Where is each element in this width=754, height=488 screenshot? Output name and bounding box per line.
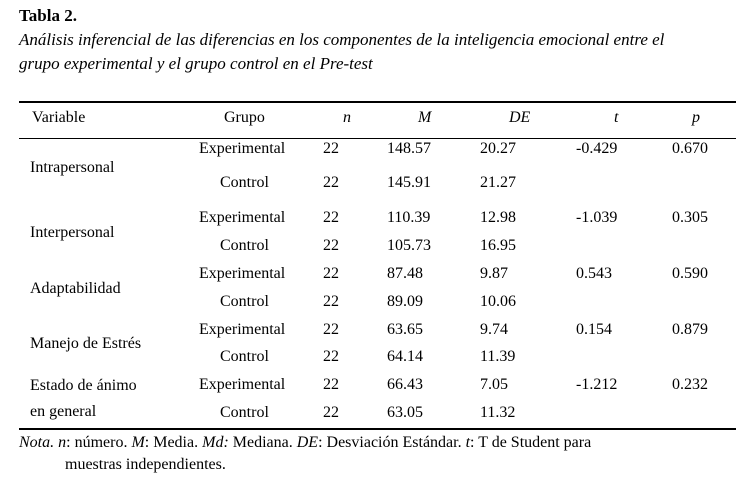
- table-caption-line-2: grupo experimental y el grupo control en…: [19, 54, 373, 73]
- variable-label: Interpersonal: [30, 224, 115, 241]
- header-m: M: [418, 109, 432, 126]
- t-value: -1.039: [576, 209, 618, 226]
- header-p: p: [692, 109, 700, 126]
- group-label: Control: [220, 348, 269, 365]
- note-t-symbol: t: [465, 434, 471, 451]
- n-value: 22: [323, 348, 339, 365]
- mean-value: 66.43: [387, 376, 423, 393]
- group-label: Control: [220, 293, 269, 310]
- note-m-text: : Media.: [144, 434, 199, 451]
- sd-value: 11.32: [480, 404, 516, 421]
- sd-value: 16.95: [480, 237, 516, 254]
- sd-value: 20.27: [480, 140, 516, 157]
- t-value: -0.429: [576, 140, 618, 157]
- n-value: 22: [323, 174, 339, 191]
- group-label: Control: [220, 174, 269, 191]
- p-value: 0.305: [672, 209, 708, 226]
- table-note-line-2: muestras independientes.: [65, 456, 226, 473]
- note-md-symbol: Md:: [202, 434, 229, 451]
- header-grupo: Grupo: [224, 109, 265, 126]
- variable-label: Estado de ánimo: [30, 377, 137, 394]
- n-value: 22: [323, 209, 339, 226]
- group-label: Control: [220, 404, 269, 421]
- note-md-text: Mediana.: [228, 434, 293, 451]
- mean-value: 110.39: [387, 209, 431, 226]
- table-top-rule: [19, 101, 736, 103]
- group-label: Experimental: [199, 321, 286, 338]
- header-n: n: [343, 109, 351, 126]
- mean-value: 63.65: [387, 321, 423, 338]
- p-value: 0.590: [672, 265, 708, 282]
- mean-value: 89.09: [387, 293, 423, 310]
- mean-value: 145.91: [387, 174, 431, 191]
- p-value: 0.232: [672, 376, 708, 393]
- n-value: 22: [323, 237, 339, 254]
- note-de-symbol: DE: [296, 434, 319, 451]
- group-label: Experimental: [199, 209, 286, 226]
- sd-value: 21.27: [480, 174, 516, 191]
- note-m-symbol: M: [131, 434, 145, 451]
- mean-value: 63.05: [387, 404, 423, 421]
- sd-value: 9.87: [480, 265, 508, 282]
- sd-value: 12.98: [480, 209, 516, 226]
- t-value: 0.154: [576, 321, 612, 338]
- mean-value: 87.48: [387, 265, 423, 282]
- sd-value: 9.74: [480, 321, 508, 338]
- note-label: Nota.: [19, 434, 55, 451]
- t-value: -1.212: [576, 376, 618, 393]
- sd-value: 10.06: [480, 293, 516, 310]
- table-header-rule: [19, 138, 736, 139]
- sd-value: 7.05: [480, 376, 508, 393]
- table-caption-line-1: Análisis inferencial de las diferencias …: [19, 30, 665, 49]
- n-value: 22: [323, 404, 339, 421]
- n-value: 22: [323, 140, 339, 157]
- p-value: 0.670: [672, 140, 708, 157]
- n-value: 22: [323, 376, 339, 393]
- header-variable: Variable: [32, 109, 86, 126]
- note-n-symbol: n: [58, 434, 67, 451]
- variable-label: en general: [30, 403, 97, 420]
- t-value: 0.543: [576, 265, 612, 282]
- note-n-text: : número.: [66, 434, 128, 451]
- table-number: Tabla 2.: [19, 6, 77, 25]
- variable-label: Intrapersonal: [30, 159, 115, 176]
- group-label: Control: [220, 237, 269, 254]
- group-label: Experimental: [199, 265, 286, 282]
- p-value: 0.879: [672, 321, 708, 338]
- table-bottom-rule: [19, 428, 736, 430]
- n-value: 22: [323, 265, 339, 282]
- group-label: Experimental: [199, 376, 286, 393]
- mean-value: 64.14: [387, 348, 423, 365]
- n-value: 22: [323, 293, 339, 310]
- sd-value: 11.39: [480, 348, 516, 365]
- table-note: Nota. n: número. M: Media. Md: Mediana. …: [19, 432, 735, 454]
- n-value: 22: [323, 321, 339, 338]
- variable-label: Manejo de Estrés: [30, 335, 142, 352]
- header-t: t: [614, 109, 619, 126]
- mean-value: 105.73: [387, 237, 431, 254]
- mean-value: 148.57: [387, 140, 431, 157]
- variable-label: Adaptabilidad: [30, 280, 121, 297]
- group-label: Experimental: [199, 140, 286, 157]
- note-t-text: : T de Student para: [470, 434, 592, 451]
- header-de: DE: [509, 109, 531, 126]
- note-de-text: : Desviación Estándar.: [318, 434, 462, 451]
